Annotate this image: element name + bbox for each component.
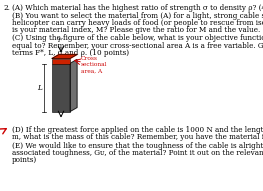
Text: Cross: Cross bbox=[81, 57, 98, 62]
Text: (B) You want to select the material from (A) for a light, strong cable so that a: (B) You want to select the material from… bbox=[12, 11, 263, 19]
Text: L: L bbox=[38, 83, 42, 91]
Text: helicopter can carry heavy loads of food (or people to rescue from isolated area: helicopter can carry heavy loads of food… bbox=[12, 19, 263, 27]
Text: terms F*, L, σ and ρ. (10 points): terms F*, L, σ and ρ. (10 points) bbox=[12, 49, 129, 57]
Text: (C) Using the figure of the cable below, what is your objective function – what : (C) Using the figure of the cable below,… bbox=[12, 34, 263, 42]
Text: associated toughness, Gᴜ, of the material? Point it out on the relevant property: associated toughness, Gᴜ, of the materia… bbox=[12, 149, 263, 157]
Text: F: F bbox=[57, 39, 61, 44]
Text: m, what is the mass of this cable? Remember, you have the material index, M. (8 : m, what is the mass of this cable? Remem… bbox=[12, 133, 263, 141]
Polygon shape bbox=[52, 54, 77, 58]
Text: sectional: sectional bbox=[81, 62, 107, 67]
Text: is your material index, M? Please give the ratio for M and the value. (8 points): is your material index, M? Please give t… bbox=[12, 27, 263, 35]
Polygon shape bbox=[70, 60, 77, 112]
Text: area, A: area, A bbox=[81, 69, 102, 74]
Bar bbox=[52, 63, 70, 112]
Bar bbox=[52, 58, 70, 63]
Text: (E) We would like to ensure that the toughness of the cable is alright – what is: (E) We would like to ensure that the tou… bbox=[12, 142, 263, 150]
Text: (D) If the greatest force applied on the cable is 1000 N and the length of the c: (D) If the greatest force applied on the… bbox=[12, 125, 263, 134]
Text: 2.: 2. bbox=[3, 4, 10, 12]
Text: (A) Which material has the highest ratio of strength σ to density ρ? (4 points): (A) Which material has the highest ratio… bbox=[12, 4, 263, 12]
Text: equal to? Remember, your cross-sectional area A is a free variable. Give the ans: equal to? Remember, your cross-sectional… bbox=[12, 41, 263, 49]
Text: points): points) bbox=[12, 156, 37, 164]
